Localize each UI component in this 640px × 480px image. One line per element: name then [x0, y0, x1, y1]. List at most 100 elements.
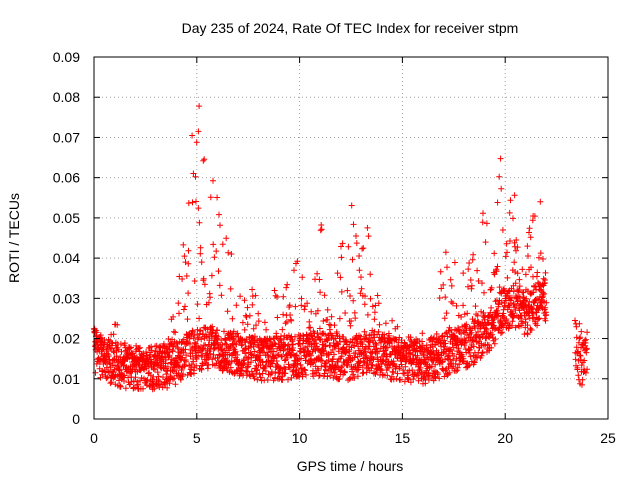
data-point — [299, 274, 306, 281]
data-point — [542, 304, 549, 311]
y-tick-label: 0.09 — [53, 49, 80, 65]
data-point — [279, 353, 286, 360]
data-point — [216, 211, 222, 218]
data-point — [480, 210, 486, 217]
data-point — [472, 325, 478, 332]
data-point — [298, 355, 305, 362]
data-point — [192, 173, 199, 180]
data-point — [401, 370, 408, 377]
data-point — [207, 294, 213, 301]
data-point — [317, 357, 324, 364]
data-point — [181, 253, 188, 260]
data-point — [273, 358, 280, 364]
data-point — [120, 362, 127, 369]
data-point — [414, 352, 421, 359]
data-point — [432, 361, 439, 368]
data-point — [514, 244, 521, 251]
data-point — [317, 227, 324, 234]
data-point — [299, 371, 306, 378]
data-point — [255, 318, 262, 325]
data-point — [259, 370, 266, 377]
data-point — [445, 364, 452, 370]
data-point — [117, 341, 124, 347]
data-point — [433, 331, 440, 337]
data-point — [255, 310, 262, 317]
data-point — [350, 221, 357, 228]
data-point — [365, 233, 372, 240]
data-point — [134, 378, 141, 385]
data-point — [406, 349, 413, 356]
data-point — [394, 323, 401, 330]
data-point — [215, 268, 222, 275]
data-point — [327, 342, 334, 349]
data-point — [221, 328, 227, 335]
data-point — [191, 339, 198, 346]
data-point — [490, 319, 497, 326]
data-point — [543, 311, 550, 318]
data-point — [257, 352, 264, 359]
data-point — [534, 269, 541, 276]
data-point — [497, 330, 504, 337]
data-point — [160, 374, 166, 381]
data-point — [414, 347, 421, 354]
data-point — [338, 243, 344, 250]
data-point — [454, 364, 461, 371]
data-point — [319, 357, 326, 364]
data-point — [282, 320, 289, 327]
data-point — [264, 349, 270, 356]
data-point — [172, 329, 179, 336]
data-point — [356, 253, 363, 259]
data-point — [389, 317, 396, 324]
data-point — [232, 348, 239, 355]
data-point — [184, 316, 191, 323]
data-point — [524, 331, 531, 338]
data-point — [302, 367, 309, 374]
data-point — [372, 340, 379, 347]
data-point — [109, 340, 116, 347]
data-point — [393, 375, 400, 382]
y-tick-labels: 0 0.01 0.02 0.03 0.04 0.05 0.06 0.07 0.08 0.09 — [53, 49, 80, 427]
x-tick-label: 25 — [600, 430, 616, 446]
data-point — [180, 306, 187, 313]
data-point — [241, 326, 248, 333]
data-point — [197, 244, 204, 251]
data-point — [575, 348, 582, 355]
data-point — [525, 312, 532, 319]
data-point — [331, 351, 337, 358]
data-point — [479, 280, 485, 287]
data-point — [365, 364, 372, 371]
data-point — [190, 170, 197, 177]
data-point — [506, 209, 513, 216]
data-point — [272, 292, 279, 299]
data-point — [156, 378, 163, 385]
data-point — [475, 278, 482, 284]
data-point — [468, 329, 475, 336]
data-point — [528, 327, 535, 333]
data-point — [195, 128, 202, 135]
data-point — [143, 382, 150, 388]
data-point — [243, 314, 250, 320]
data-point — [314, 270, 321, 277]
data-point — [468, 282, 475, 289]
data-point — [526, 229, 532, 236]
data-point — [286, 302, 293, 309]
data-point — [359, 341, 366, 348]
data-point — [298, 302, 305, 309]
data-point — [474, 312, 481, 319]
data-point — [348, 318, 355, 324]
data-point — [512, 269, 519, 275]
data-point — [526, 225, 533, 232]
data-point — [506, 322, 513, 329]
data-point — [352, 315, 359, 322]
data-point — [442, 340, 449, 347]
data-point — [135, 361, 142, 368]
data-point — [310, 373, 317, 380]
data-point — [359, 364, 366, 371]
data-point — [539, 294, 546, 301]
data-point — [114, 321, 121, 328]
data-point — [324, 316, 331, 323]
data-point — [170, 328, 177, 335]
data-point — [193, 356, 200, 362]
data-point — [213, 248, 220, 255]
data-point — [292, 303, 299, 310]
